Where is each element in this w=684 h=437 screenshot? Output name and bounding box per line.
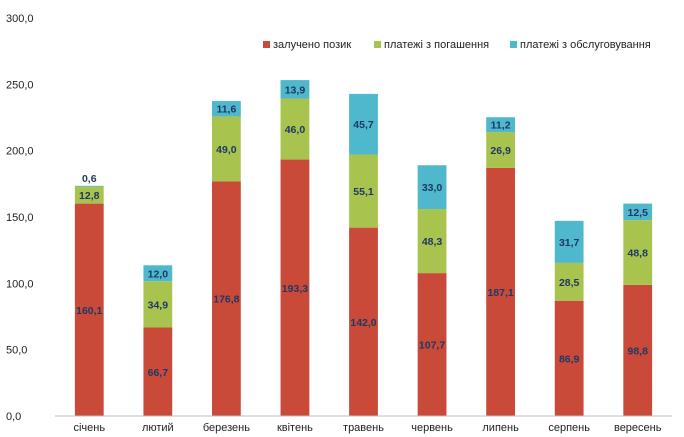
bar-stack: 107,7 48,3 33,0 (417, 165, 447, 416)
data-label: 48,8 (628, 248, 649, 260)
data-label: 34,9 (148, 299, 169, 311)
x-tick-label: лютий (142, 422, 174, 434)
legend-swatch (374, 41, 381, 48)
bar-segment (211, 101, 241, 117)
bar-segment (486, 132, 516, 168)
data-label: 26,9 (490, 145, 511, 157)
data-label: 45,7 (353, 119, 374, 131)
bar-segment (143, 327, 173, 416)
bar-segment (211, 116, 241, 182)
legend-label: залучено позик (273, 39, 351, 51)
legend-item: платежі з обслуговування (510, 39, 651, 51)
data-label: 46,0 (285, 124, 306, 136)
legend-item: залучено позик (263, 39, 351, 51)
bar-segment (349, 227, 378, 416)
bar-segment (143, 265, 173, 282)
bar-segment (623, 220, 653, 285)
data-label: 31,7 (559, 237, 580, 249)
x-tick-label: вересень (614, 422, 662, 434)
bar-segment (623, 284, 653, 416)
data-label: 86,9 (559, 353, 580, 365)
bar-segment (280, 159, 310, 416)
y-tick-label: 300,0 (6, 13, 34, 25)
x-axis: січень лютий березень квітень травень червень… (55, 415, 672, 434)
legend-item: платежі з погашення (374, 39, 489, 51)
data-label: 28,5 (559, 277, 580, 289)
bar-segment (486, 117, 516, 133)
data-label: 193,3 (282, 283, 308, 295)
x-tick-label: серпень (548, 422, 590, 434)
bar-segment (554, 220, 584, 263)
y-tick-label: 200,0 (6, 146, 34, 158)
data-label: 0,6 (82, 173, 97, 185)
x-tick-label: травень (343, 422, 384, 434)
bar-segment (143, 281, 173, 328)
x-tick-label: березень (203, 422, 250, 434)
bar-segment (74, 203, 104, 416)
bar-stack: 176,8 49,0 11,6 (211, 101, 241, 416)
data-label: 12,5 (628, 207, 649, 219)
data-label: 48,3 (422, 236, 443, 248)
x-tick-label: липень (482, 422, 519, 434)
data-label: 12,0 (148, 268, 169, 280)
x-tick-label: квітень (277, 422, 313, 434)
y-tick-label: 250,0 (6, 79, 34, 91)
data-label: 12,8 (79, 190, 100, 202)
legend-label: платежі з обслуговування (520, 39, 651, 51)
data-label: 107,7 (419, 340, 445, 352)
data-label: 49,0 (216, 144, 237, 156)
bar-segment (486, 167, 516, 416)
bar-segment (280, 80, 310, 99)
bar-stack: 66,7 34,9 12,0 (143, 265, 173, 416)
bar-segment (74, 185, 104, 187)
data-label: 33,0 (422, 182, 443, 194)
bar-segment (349, 93, 378, 155)
bar-segment (417, 273, 447, 416)
bar-stack: 98,8 48,8 12,5 (623, 203, 653, 416)
legend-swatch (263, 41, 270, 48)
bar-segment (349, 154, 378, 228)
legend-label: платежі з погашення (384, 39, 489, 51)
data-label: 11,2 (491, 120, 511, 132)
data-label: 142,0 (350, 317, 376, 329)
legend: залучено позик платежі з погашення платежі… (263, 39, 651, 51)
bar-stack: 187,1 26,9 11,2 (486, 117, 516, 416)
y-axis: 0,0 50,0 100,0 150,0 200,0 250,0 300,0 (6, 13, 34, 423)
x-tick-label: червень (411, 422, 453, 434)
bar-segment (554, 262, 584, 301)
data-label: 176,8 (213, 294, 239, 306)
bar-segment (623, 203, 653, 221)
y-tick-label: 0,0 (6, 411, 21, 423)
bar-segment (211, 181, 241, 416)
bar-stack: 160,1 12,8 0,6 (74, 173, 104, 416)
bar-segment (280, 98, 310, 160)
data-label: 13,9 (285, 84, 306, 96)
y-tick-label: 50,0 (6, 345, 27, 357)
data-label: 98,8 (628, 345, 649, 357)
y-tick-label: 150,0 (6, 212, 34, 224)
bar-stack: 193,3 46,0 13,9 (280, 80, 310, 416)
data-label: 160,1 (76, 305, 102, 317)
bar-stack: 142,0 55,1 45,7 (349, 93, 378, 416)
data-label: 187,1 (487, 287, 513, 299)
y-tick-label: 100,0 (6, 278, 34, 290)
bar-segment (74, 186, 104, 204)
data-label: 66,7 (148, 367, 169, 379)
legend-swatch (510, 41, 517, 48)
bar-stack: 86,9 28,5 31,7 (554, 220, 584, 416)
x-tick-label: січень (73, 422, 105, 434)
data-label: 55,1 (353, 186, 374, 198)
data-label: 11,6 (216, 104, 236, 116)
bar-segment (554, 300, 584, 416)
bar-segment (417, 209, 447, 274)
bar-segment (417, 165, 447, 210)
bars: 160,1 12,8 0,6 66,7 34,9 12,0 176,8 49,0 11,6 193… (74, 80, 653, 416)
